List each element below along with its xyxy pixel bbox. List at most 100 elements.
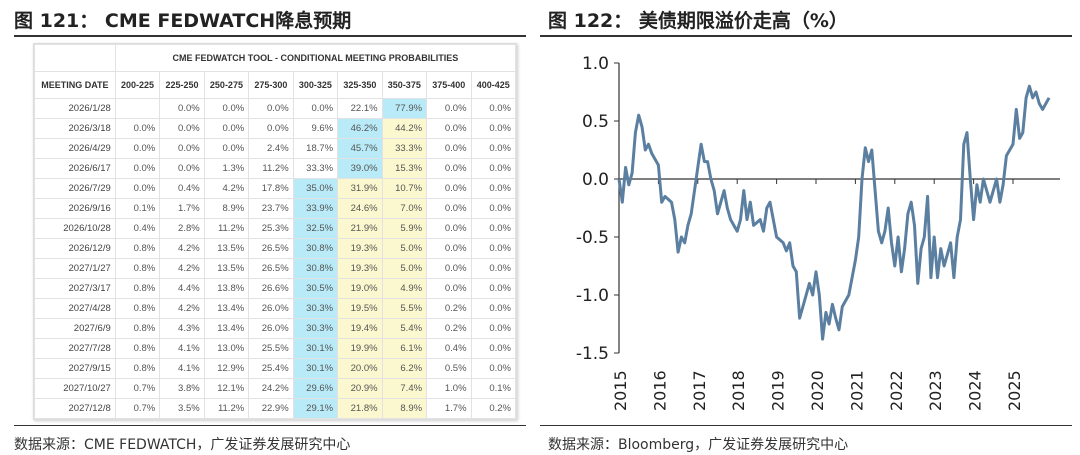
probability-cell: 0.0% [248, 118, 294, 139]
y-tick-label: 0.5 [582, 112, 609, 132]
table-row: 2026/7/29 0.0% 0.4% 4.2% 17.8% 35.0% 31.9% 10.7… [34, 178, 517, 199]
probability-cell: 1.7% [159, 198, 205, 219]
table-caption: CME FEDWATCH TOOL - CONDITIONAL MEETING … [114, 44, 517, 72]
table-row: 2027/10/27 0.7% 3.8% 12.1% 24.2% 29.6% 20.9% 7.… [34, 378, 517, 399]
column-header: 325-350 [337, 71, 383, 99]
probability-cell: 26.0% [248, 318, 294, 339]
probability-cell: 7.0% [381, 198, 428, 219]
probability-cell: 20.0% [337, 358, 383, 379]
probability-cell: 20.9% [337, 378, 383, 399]
probability-cell: 25.4% [248, 358, 294, 379]
meeting-date-cell: 2026/1/28 [34, 98, 116, 119]
probability-cell: 25.3% [248, 218, 294, 239]
probability-cell: 5.0% [381, 238, 428, 259]
probability-cell: 0.8% [114, 298, 161, 319]
probability-cell: 12.1% [203, 378, 250, 399]
probability-cell: 0.0% [470, 358, 517, 379]
column-header: 300-325 [292, 71, 339, 99]
column-header: 275-300 [248, 71, 294, 99]
probability-cell: 44.2% [381, 118, 428, 139]
probability-cell: 21.9% [337, 218, 383, 239]
probability-cell: 0.0% [203, 98, 250, 119]
probability-cell: 4.9% [381, 278, 428, 299]
probability-cell: 6.1% [381, 338, 428, 359]
probability-cell: 10.7% [381, 178, 428, 199]
probability-cell: 0.2% [426, 298, 472, 319]
title-rule [540, 35, 1072, 37]
probability-cell: 29.1% [292, 398, 339, 419]
probability-cell: 4.3% [159, 318, 205, 339]
probability-cell: 0.0% [470, 98, 517, 119]
probability-cell: 0.2% [470, 398, 517, 419]
table-row: 2027/12/8 0.7% 3.5% 11.2% 22.9% 29.1% 21.8% 8.9… [34, 398, 517, 419]
probability-cell: 0.1% [114, 198, 161, 219]
probability-cell: 13.0% [203, 338, 250, 359]
probability-cell: 21.8% [337, 398, 383, 419]
meeting-date-cell: 2027/1/27 [34, 258, 116, 279]
x-tick-label: 2020 [808, 370, 827, 411]
y-tick-label: 0.0 [582, 170, 609, 190]
bottom-rule [540, 425, 1072, 426]
right-figure-title: 图 122： 美债期限溢价走高（%） [548, 10, 848, 32]
right-source: 数据来源：Bloomberg，广发证券发展研究中心 [548, 437, 849, 453]
probability-cell: 26.5% [248, 258, 294, 279]
meeting-date-cell: 2026/10/28 [34, 218, 116, 239]
probability-cell: 7.4% [381, 378, 428, 399]
x-tick-label: 2017 [690, 370, 709, 411]
probability-cell: 0.0% [159, 158, 205, 179]
probability-cell: 0.0% [470, 178, 517, 199]
probability-cell: 18.7% [292, 138, 339, 159]
probability-cell: 0.0% [470, 238, 517, 259]
probability-cell: 33.3% [292, 158, 339, 179]
meeting-date-cell: 2026/9/16 [34, 198, 116, 219]
meeting-date-cell: 2026/3/18 [34, 118, 116, 139]
probability-cell: 0.0% [470, 138, 517, 159]
probability-cell: 30.1% [292, 358, 339, 379]
probability-cell: 0.8% [114, 358, 161, 379]
probability-cell: 11.2% [203, 398, 250, 419]
x-tick-label: 2024 [966, 370, 985, 411]
meeting-date-cell: 2027/12/8 [34, 398, 116, 419]
probability-cell: 0.0% [470, 218, 517, 239]
probability-cell: 19.4% [337, 318, 383, 339]
probability-cell: 19.3% [337, 238, 383, 259]
meeting-date-cell: 2027/4/28 [34, 298, 116, 319]
probability-cell: 35.0% [292, 178, 339, 199]
probability-cell: 32.5% [292, 218, 339, 239]
probability-cell: 13.5% [203, 258, 250, 279]
probability-cell: 4.1% [159, 358, 205, 379]
table-row: 2026/3/18 0.0% 0.0% 0.0% 0.0% 9.6% 46.2% 44.2% 0… [34, 118, 517, 139]
y-tick-label: 1.0 [582, 54, 609, 74]
probability-cell: 0.0% [470, 198, 517, 219]
probability-cell: 0.0% [248, 98, 294, 119]
probability-cell: 0.0% [426, 118, 472, 139]
meeting-date-cell: 2027/3/17 [34, 278, 116, 299]
probability-cell: 0.0% [114, 178, 161, 199]
meeting-date-cell: 2026/6/17 [34, 158, 116, 179]
probability-cell: 25.5% [248, 338, 294, 359]
table-row: 2027/9/15 0.8% 4.1% 12.9% 25.4% 30.1% 20.0% 6.2… [34, 358, 517, 379]
probability-cell: 0.0% [470, 278, 517, 299]
probability-cell: 0.8% [114, 318, 161, 339]
probability-cell: 0.0% [426, 158, 472, 179]
probability-cell: 0.0% [426, 258, 472, 279]
table-row: 2027/6/9 0.8% 4.3% 13.4% 26.0% 30.3% 19.4% 5.4%… [34, 318, 517, 339]
probability-cell: 0.0% [426, 138, 472, 159]
probability-cell: 0.4% [426, 338, 472, 359]
probability-cell: 19.5% [337, 298, 383, 319]
probability-cell: 0.0% [426, 98, 472, 119]
meeting-date-cell: 2026/12/9 [34, 238, 116, 259]
probability-cell: 4.1% [159, 338, 205, 359]
probability-cell: 0.8% [114, 278, 161, 299]
probability-cell: 4.2% [159, 298, 205, 319]
probability-cell: 19.3% [337, 258, 383, 279]
probability-cell: 1.3% [203, 158, 250, 179]
probability-cell: 0.5% [426, 358, 472, 379]
probability-cell: 11.2% [203, 218, 250, 239]
probability-cell: 19.9% [337, 338, 383, 359]
column-header: 250-275 [203, 71, 250, 99]
probability-cell: 19.0% [337, 278, 383, 299]
left-figure-title: 图 121： CME FEDWATCH降息预期 [14, 10, 352, 32]
probability-cell: 13.4% [203, 298, 250, 319]
probability-cell: 0.8% [114, 338, 161, 359]
